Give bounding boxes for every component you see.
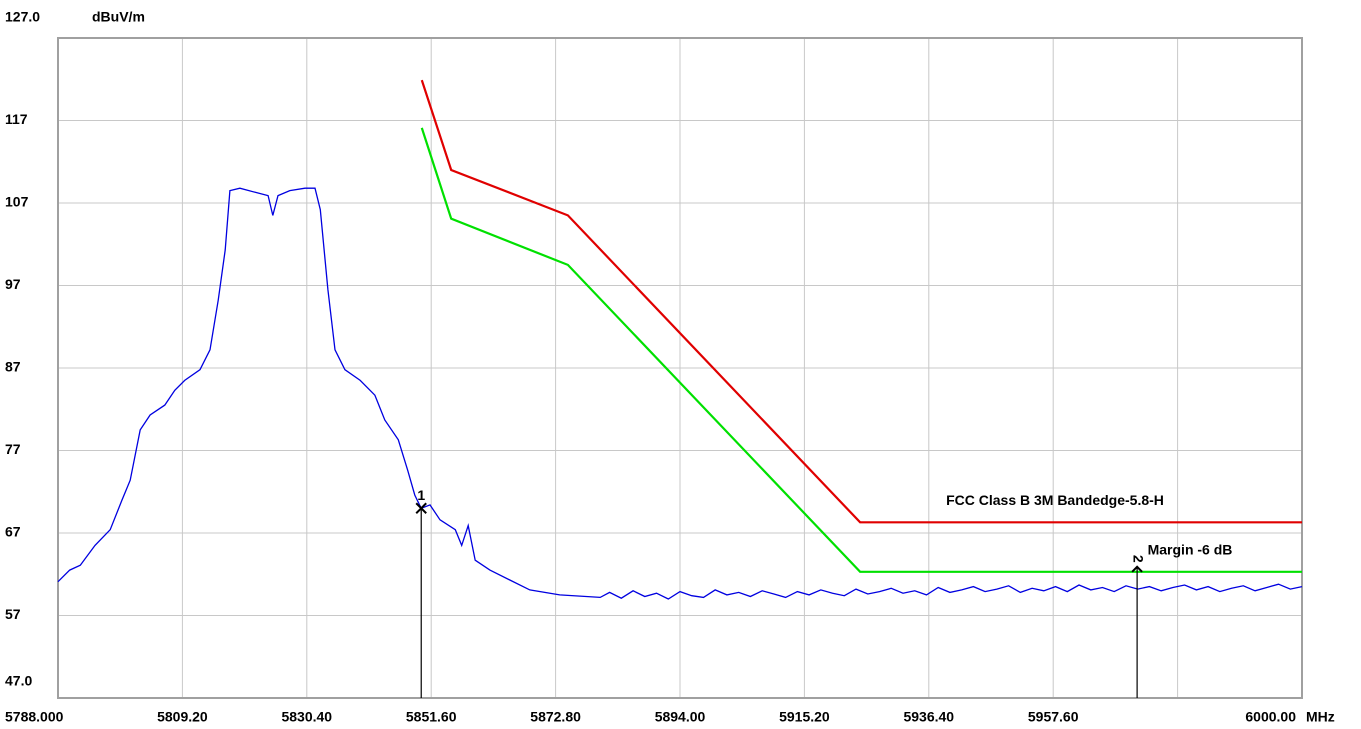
x-tick-label: 5788.000 — [5, 709, 64, 725]
y-tick-label: 57 — [5, 606, 21, 622]
y-unit: dBuV/m — [92, 9, 145, 25]
y-tick-label: 47.0 — [5, 673, 32, 689]
y-tick-label: 127.0 — [5, 9, 40, 25]
x-unit: MHz — [1306, 709, 1335, 725]
x-tick-label: 5894.00 — [655, 709, 706, 725]
x-tick-label: 5851.60 — [406, 709, 457, 725]
x-tick-label: 6000.00 — [1245, 709, 1296, 725]
y-tick-label: 107 — [5, 194, 29, 210]
y-tick-label: 97 — [5, 276, 21, 292]
series-line — [420, 127, 1302, 573]
series-label: FCC Class B 3M Bandedge-5.8-H — [946, 492, 1164, 508]
y-tick-label: 67 — [5, 524, 21, 540]
x-tick-label: 5936.40 — [903, 709, 954, 725]
x-tick-label: 5915.20 — [779, 709, 830, 725]
marker-point — [415, 502, 427, 514]
marker-point — [1131, 565, 1143, 573]
y-tick-label: 87 — [5, 359, 21, 375]
series-line — [420, 79, 1302, 524]
series-line — [57, 187, 1303, 600]
marker-label: 2 — [1130, 555, 1146, 563]
y-tick-label: 117 — [5, 111, 28, 127]
x-tick-label: 5872.80 — [530, 709, 581, 725]
x-tick-label: 5830.40 — [281, 709, 332, 725]
plot-border — [57, 37, 1303, 699]
x-tick-label: 5957.60 — [1028, 709, 1079, 725]
marker-label: 1 — [417, 487, 425, 503]
y-tick-label: 77 — [5, 441, 21, 457]
x-tick-label: 5809.20 — [157, 709, 208, 725]
series-label: Margin -6 dB — [1148, 541, 1233, 557]
